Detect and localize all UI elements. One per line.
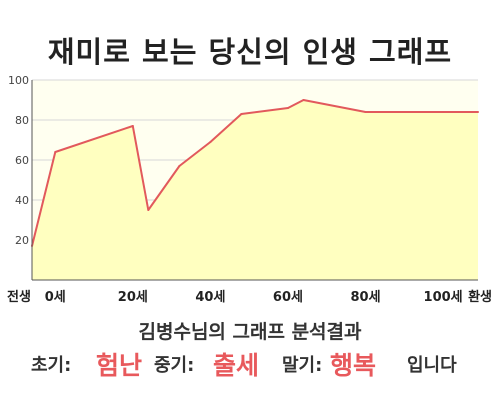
data-point xyxy=(442,111,445,113)
analysis-summary: 김병수님의 그래프 분석결과 xyxy=(138,321,362,343)
data-point xyxy=(287,107,289,109)
y-tick-label-80: 80 xyxy=(15,114,29,127)
data-point xyxy=(364,111,367,113)
late-value: 행복 xyxy=(330,351,377,380)
mid-label: 중기: xyxy=(154,355,195,376)
data-point xyxy=(302,99,305,101)
area-fill xyxy=(32,100,478,280)
y-tick-label-40: 40 xyxy=(15,194,29,207)
y-axis-ticks: 20 40 60 80 100 xyxy=(8,74,29,247)
chart-title: 재미로 보는 당신의 인생 그래프 xyxy=(47,35,453,69)
data-point xyxy=(178,165,181,167)
data-point xyxy=(209,141,212,143)
series-line xyxy=(31,99,478,247)
early-label: 초기: xyxy=(31,355,72,376)
x-tick-label: 전생 xyxy=(7,289,31,305)
late-label: 말기: xyxy=(282,355,323,376)
data-point xyxy=(477,111,479,113)
x-tick-label: 80세 xyxy=(350,290,380,305)
x-tick-label: 40세 xyxy=(195,290,225,305)
data-point xyxy=(147,209,150,211)
y-tick-label-60: 60 xyxy=(15,154,29,167)
x-tick-label: 0세 xyxy=(45,290,66,305)
y-tick-label-20: 20 xyxy=(15,234,29,247)
x-tick-label: 60세 xyxy=(273,290,303,305)
x-axis-ticks: 전생 0세 20세 40세 60세 80세 100세 환생 xyxy=(7,289,492,305)
data-point xyxy=(54,151,57,153)
analysis-result: 초기: 험난 중기: 출세 말기: 행복 입니다 xyxy=(0,346,500,386)
axes xyxy=(31,80,478,281)
suffix-text: 입니다 xyxy=(407,355,457,376)
data-point xyxy=(131,125,134,127)
x-tick-label: 20세 xyxy=(118,290,148,305)
mid-value: 출세 xyxy=(213,351,260,380)
data-point xyxy=(240,113,243,115)
early-value: 험난 xyxy=(96,351,143,380)
y-tick-label-100: 100 xyxy=(8,74,29,87)
x-tick-label: 100세 xyxy=(424,290,463,305)
x-tick-label: 환생 xyxy=(468,289,492,305)
